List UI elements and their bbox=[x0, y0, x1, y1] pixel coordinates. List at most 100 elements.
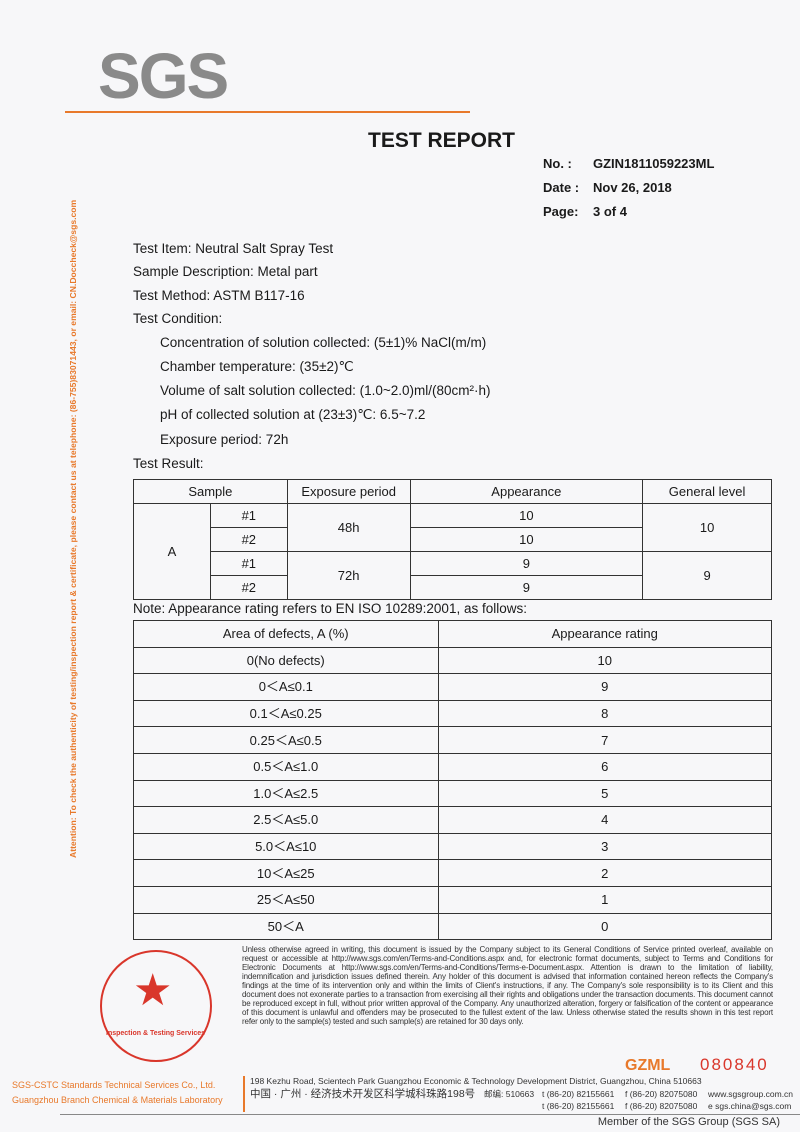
lab-code: GZML bbox=[625, 1057, 671, 1074]
fax: f (86-20) 82075080 bbox=[625, 1101, 698, 1111]
condition-exposure: Exposure period: 72h bbox=[160, 432, 289, 447]
area-cell: 10＜A≤25 bbox=[133, 859, 439, 887]
logo-underline bbox=[65, 111, 470, 113]
condition-volume: Volume of salt solution collected: (1.0~… bbox=[160, 383, 491, 398]
table-header-row: Sample Exposure period Appearance Genera… bbox=[133, 479, 772, 504]
condition-ph: pH of collected solution at (23±3)℃: 6.5… bbox=[160, 407, 426, 422]
rating-cell: 3 bbox=[437, 832, 772, 861]
address-en: 198 Kezhu Road, Scientech Park Guangzhou… bbox=[250, 1076, 702, 1086]
rating-cell: 10 bbox=[437, 646, 772, 675]
exposure-period: 72h bbox=[286, 551, 411, 600]
test-method: Test Method: ASTM B117-16 bbox=[133, 288, 305, 303]
rating-cell: 4 bbox=[437, 806, 772, 834]
condition-temperature: Chamber temperature: (35±2)℃ bbox=[160, 359, 354, 374]
company-branch: Guangzhou Branch Chemical & Materials La… bbox=[12, 1095, 223, 1105]
table-header-row: Area of defects, A (%) Appearance rating bbox=[133, 620, 772, 648]
rating-cell: 8 bbox=[437, 699, 772, 728]
fax: f (86-20) 82075080 bbox=[625, 1089, 698, 1099]
rating-table: Area of defects, A (%) Appearance rating… bbox=[133, 620, 772, 941]
specimen: #2 bbox=[209, 527, 288, 552]
rating-cell: 7 bbox=[437, 726, 772, 754]
area-cell: 1.0＜A≤2.5 bbox=[133, 779, 439, 808]
address-cn: 中国 · 广州 · 经济技术开发区科学城科珠路198号 bbox=[250, 1088, 476, 1100]
sgs-logo: SGS bbox=[98, 40, 229, 112]
test-result-label: Test Result: bbox=[133, 456, 204, 471]
sample-id: A bbox=[133, 503, 211, 600]
condition-concentration: Concentration of solution collected: (5±… bbox=[160, 335, 487, 350]
table-row: 0(No defects) 10 bbox=[133, 646, 772, 675]
table-row: 0.25＜A≤0.5 7 bbox=[133, 726, 772, 754]
results-table: Sample Exposure period Appearance Genera… bbox=[133, 479, 772, 600]
header-rating: Appearance rating bbox=[437, 620, 772, 648]
report-number-label: No. : bbox=[543, 156, 572, 171]
table-row: 0＜A≤0.1 9 bbox=[133, 673, 772, 701]
specimen: #1 bbox=[209, 551, 288, 576]
member-statement: Member of the SGS Group (SGS SA) bbox=[597, 1116, 780, 1128]
area-cell: 0.25＜A≤0.5 bbox=[133, 726, 439, 754]
rating-cell: 1 bbox=[437, 885, 772, 914]
table-row: #1 72h 9 9 bbox=[134, 551, 772, 600]
telephone: t (86-20) 82155661 bbox=[542, 1089, 615, 1099]
specimen: #1 bbox=[209, 503, 288, 528]
header-area: Area of defects, A (%) bbox=[133, 620, 439, 648]
table-row: 2.5＜A≤5.0 4 bbox=[133, 806, 772, 834]
header-appearance: Appearance bbox=[409, 479, 644, 504]
page-title: TEST REPORT bbox=[368, 129, 516, 152]
test-item: Test Item: Neutral Salt Spray Test bbox=[133, 241, 334, 256]
table-row: 50＜A 0 bbox=[133, 912, 772, 941]
exposure-period: 48h bbox=[286, 503, 411, 552]
report-page: Page: 3 of 4 bbox=[543, 204, 763, 219]
appearance: 9 bbox=[409, 575, 644, 600]
rating-cell: 2 bbox=[437, 859, 772, 887]
table-row: 5.0＜A≤10 3 bbox=[133, 832, 772, 861]
website: www.sgsgroup.com.cn bbox=[708, 1089, 794, 1099]
footer-rule bbox=[60, 1114, 800, 1115]
table-row: 1.0＜A≤2.5 5 bbox=[133, 779, 772, 808]
rating-cell: 6 bbox=[437, 752, 772, 781]
header-sample: Sample bbox=[133, 479, 288, 504]
appearance: 9 bbox=[409, 551, 644, 576]
footer-divider bbox=[243, 1076, 245, 1112]
table-row: #2 10 bbox=[134, 527, 772, 552]
terms-fine-print: Unless otherwise agreed in writing, this… bbox=[242, 945, 773, 1026]
report-page-value: 3 of 4 bbox=[593, 204, 627, 219]
area-cell: 50＜A bbox=[133, 912, 439, 941]
table-row: 0.5＜A≤1.0 6 bbox=[133, 752, 772, 781]
company-name: SGS-CSTC Standards Technical Services Co… bbox=[12, 1080, 216, 1090]
table-row: 10＜A≤25 2 bbox=[133, 859, 772, 887]
test-condition-label: Test Condition: bbox=[133, 311, 223, 326]
report-date: Date : Nov 26, 2018 bbox=[543, 180, 763, 195]
area-cell: 0.1＜A≤0.25 bbox=[133, 699, 439, 728]
report-number: No. : GZIN1811059223ML bbox=[543, 156, 763, 171]
email: e sgs.china@sgs.com bbox=[708, 1101, 792, 1111]
report-date-value: Nov 26, 2018 bbox=[593, 180, 672, 195]
rating-cell: 0 bbox=[437, 912, 772, 941]
sample-description: Sample Description: Metal part bbox=[133, 264, 318, 279]
table-row: 0.1＜A≤0.25 8 bbox=[133, 699, 772, 728]
general-level: 10 bbox=[642, 503, 772, 552]
area-cell: 5.0＜A≤10 bbox=[133, 832, 439, 861]
area-cell: 0(No defects) bbox=[133, 646, 439, 675]
table-row: #2 9 bbox=[134, 575, 772, 600]
serial-number: 080840 bbox=[700, 1055, 769, 1074]
telephone: t (86-20) 82155661 bbox=[542, 1101, 615, 1111]
area-cell: 0.5＜A≤1.0 bbox=[133, 752, 439, 781]
area-cell: 2.5＜A≤5.0 bbox=[133, 806, 439, 834]
header-general-level: General level bbox=[642, 479, 772, 504]
authenticity-notice: Attention: To check the authenticity of … bbox=[68, 199, 78, 858]
appearance: 10 bbox=[409, 503, 644, 528]
rating-note: Note: Appearance rating refers to EN ISO… bbox=[133, 601, 527, 616]
appearance: 10 bbox=[409, 527, 644, 552]
star-icon: ★ bbox=[133, 966, 173, 1015]
general-level: 9 bbox=[642, 551, 772, 600]
area-cell: 25＜A≤50 bbox=[133, 885, 439, 914]
report-page-label: Page: bbox=[543, 204, 579, 219]
table-row: A #1 48h 10 10 bbox=[133, 503, 772, 600]
area-cell: 0＜A≤0.1 bbox=[133, 673, 439, 701]
stamp-text: Inspection & Testing Services bbox=[106, 1030, 206, 1037]
report-date-label: Date : bbox=[543, 180, 580, 195]
header-exposure: Exposure period bbox=[286, 479, 411, 504]
specimen: #2 bbox=[209, 575, 288, 600]
report-number-value: GZIN1811059223ML bbox=[593, 156, 715, 171]
table-row: 25＜A≤50 1 bbox=[133, 885, 772, 914]
